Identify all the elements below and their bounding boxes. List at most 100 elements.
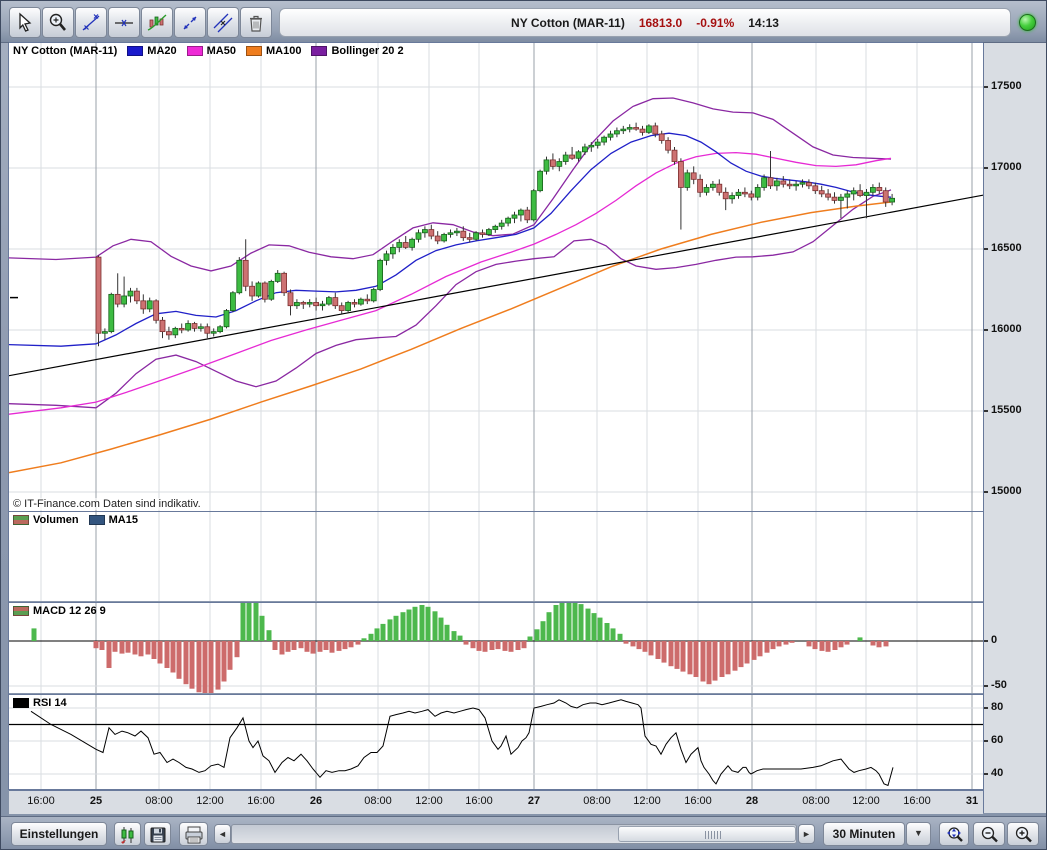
zoom-in-button[interactable]: [1007, 822, 1039, 846]
candle-body: [703, 187, 710, 193]
delete-tool-button[interactable]: [240, 7, 272, 38]
candle-body: [652, 125, 659, 135]
candle-body: [249, 285, 256, 297]
time-tick-label: 08:00: [364, 795, 392, 807]
panel-separator: [9, 42, 983, 43]
candle-body: [710, 183, 716, 188]
candle-body: [806, 182, 812, 187]
status-time: 14:13: [748, 15, 779, 30]
macd-histogram-bar: [145, 641, 151, 655]
price-tick-label: 15000: [991, 485, 1022, 497]
volume-panel[interactable]: Volumen MA15: [9, 512, 983, 601]
panel-separator: [9, 602, 983, 603]
candle-body: [543, 159, 550, 172]
candle-body: [735, 191, 742, 196]
macd-histogram-bar: [463, 641, 469, 645]
candle-body: [633, 127, 639, 130]
macd-histogram-bar: [489, 641, 495, 650]
candle-body: [793, 183, 799, 187]
scroll-right-icon: ►: [802, 829, 811, 839]
candle-body: [172, 327, 179, 336]
candle-body: [153, 300, 160, 321]
horizontal-line-tool-button[interactable]: [108, 7, 140, 38]
macd-histogram-bar: [604, 623, 610, 641]
macd-histogram-bar: [591, 613, 597, 641]
macd-histogram-bar: [323, 641, 329, 650]
time-tick-label: 16:00: [247, 795, 275, 807]
interval-select[interactable]: 30 Minuten: [823, 822, 905, 846]
zoom-fit-button[interactable]: [939, 822, 969, 846]
candle-body: [550, 159, 556, 167]
macd-histogram-bar: [844, 641, 850, 645]
candle-body: [690, 172, 697, 180]
candle-body: [588, 144, 595, 148]
macd-histogram-bar: [170, 641, 176, 673]
candle-body: [485, 229, 492, 235]
chart-scrollbar-thumb[interactable]: [618, 826, 796, 842]
candle-body: [428, 229, 435, 237]
zoom-out-button[interactable]: [973, 822, 1005, 846]
scroll-right-button[interactable]: ►: [798, 824, 815, 844]
trendline-tool-button[interactable]: [75, 7, 107, 38]
zoom-tool-button[interactable]: [42, 7, 74, 38]
macd-histogram-bar: [482, 641, 488, 652]
bollinger-upper-line: [9, 97, 892, 272]
interval-dropdown-button[interactable]: ▼: [906, 822, 931, 846]
candle-body: [716, 183, 723, 193]
print-button[interactable]: [179, 822, 208, 846]
price-chart-panel[interactable]: NY Cotton (MAR-11) MA20 MA50 MA100 Bolli…: [9, 43, 983, 511]
top-toolbar: NY Cotton (MAR-11) 16813.0 -0.91% 14:13: [1, 1, 1046, 43]
chart-scrollbar-track[interactable]: [231, 824, 797, 844]
candle-body: [127, 290, 134, 297]
indicators-tool-button[interactable]: [141, 7, 173, 38]
chart-style-button[interactable]: [114, 822, 141, 846]
macd-histogram-bar: [183, 641, 189, 685]
time-tick-label: 12:00: [633, 795, 661, 807]
macd-histogram-bar: [451, 631, 457, 641]
candle-body: [185, 323, 192, 331]
candle-body: [377, 259, 384, 290]
candle-body: [524, 209, 531, 221]
candle-body: [409, 238, 416, 248]
ma100-label: MA100: [265, 45, 302, 57]
candle-body: [780, 180, 787, 185]
main-chart-legend: NY Cotton (MAR-11) MA20 MA50 MA100 Bolli…: [13, 45, 404, 57]
candle-body: [620, 128, 627, 132]
macd-histogram-bar: [419, 605, 425, 641]
pointer-tool-button[interactable]: [9, 7, 41, 38]
macd-histogram-bar: [617, 633, 623, 641]
scroll-left-button[interactable]: ◄: [214, 824, 231, 844]
macd-histogram-bar: [246, 603, 252, 641]
settings-button[interactable]: Einstellungen: [11, 822, 107, 846]
save-button[interactable]: [144, 822, 171, 846]
axis-tick-mark: [984, 491, 988, 493]
candle-body: [421, 229, 428, 234]
parallel-channel-tool-button[interactable]: [207, 7, 239, 38]
candle-body: [614, 130, 620, 135]
time-tick-label: 12:00: [415, 795, 443, 807]
rsi-panel[interactable]: RSI 14: [9, 695, 983, 789]
ma50-swatch: [186, 46, 203, 56]
time-tick-label: 27: [527, 795, 541, 807]
time-tick-label: 12:00: [852, 795, 880, 807]
candle-body: [569, 154, 575, 159]
axis-tick-mark: [984, 740, 988, 742]
time-tick-label: 08:00: [145, 795, 173, 807]
macd-histogram-bar: [380, 623, 386, 641]
candle-body: [357, 298, 364, 305]
candle-body: [364, 298, 371, 302]
candle-body: [223, 310, 230, 328]
candle-body: [601, 136, 607, 143]
copyright-note: © IT-Finance.com Daten sind indikativ.: [13, 498, 201, 510]
macd-histogram-bar: [444, 624, 450, 641]
macd-panel[interactable]: MACD 12 26 9: [9, 603, 983, 693]
status-price: 16813.0: [638, 15, 683, 30]
macd-histogram-bar: [99, 641, 105, 650]
trendline-icon: [82, 14, 100, 31]
move-points-tool-button[interactable]: [174, 7, 206, 38]
macd-histogram-bar: [342, 641, 348, 650]
macd-histogram-bar: [189, 641, 195, 689]
candle-body: [850, 190, 857, 195]
macd-histogram-bar: [176, 641, 182, 679]
candle-body: [453, 230, 460, 234]
